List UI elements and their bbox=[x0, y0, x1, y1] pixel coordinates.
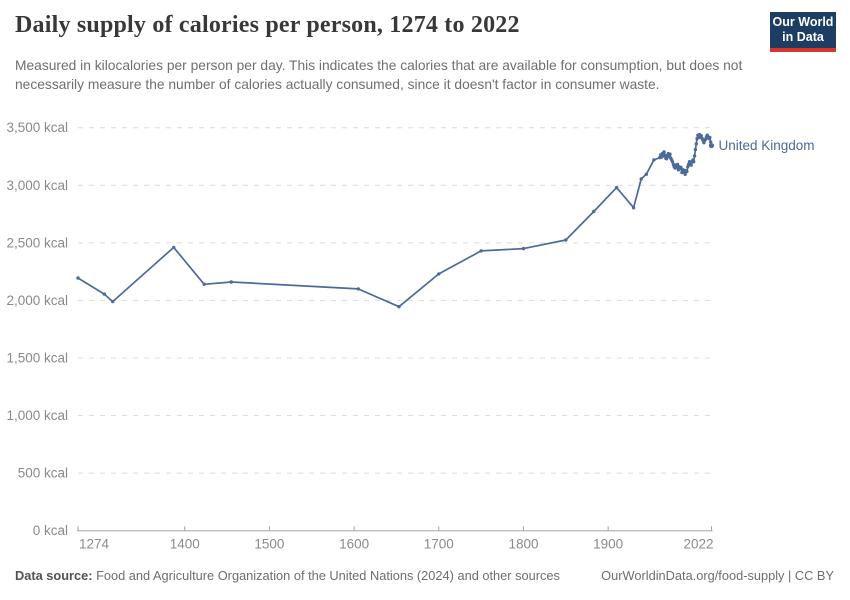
y-axis-tick-label: 3,500 kcal bbox=[6, 120, 68, 135]
y-axis-tick-label: 1,000 kcal bbox=[6, 408, 68, 423]
data-point[interactable] bbox=[639, 177, 643, 181]
data-point[interactable] bbox=[479, 249, 483, 253]
data-point[interactable] bbox=[521, 246, 526, 251]
data-source-text: Food and Agriculture Organization of the… bbox=[92, 568, 560, 583]
data-point[interactable] bbox=[692, 154, 697, 158]
data-point[interactable] bbox=[202, 282, 206, 286]
y-axis-tick-label: 0 kcal bbox=[33, 523, 68, 538]
data-point[interactable] bbox=[172, 245, 176, 250]
x-axis-tick-label: 1900 bbox=[593, 537, 623, 552]
data-point[interactable] bbox=[564, 238, 568, 242]
owid-url-license[interactable]: OurWorldinData.org/food-supply | CC BY bbox=[601, 568, 834, 583]
x-axis-tick-label: 1700 bbox=[424, 537, 454, 552]
x-axis-tick-label: 1800 bbox=[508, 537, 538, 552]
owid-logo-line1: Our World bbox=[772, 15, 834, 29]
owid-logo-line2: in Data bbox=[782, 30, 824, 44]
data-point[interactable] bbox=[356, 287, 360, 291]
y-axis-tick-label: 500 kcal bbox=[18, 466, 68, 481]
x-axis-tick-label: 1274 bbox=[79, 537, 110, 552]
x-axis-tick-label: 1500 bbox=[254, 537, 284, 552]
data-point[interactable] bbox=[689, 163, 693, 167]
data-point[interactable] bbox=[668, 152, 672, 156]
y-axis-tick-label: 2,500 kcal bbox=[6, 235, 68, 250]
data-point[interactable] bbox=[631, 206, 636, 210]
data-line[interactable] bbox=[77, 133, 713, 308]
entity-label[interactable]: United Kingdom bbox=[719, 138, 815, 153]
data-point[interactable] bbox=[685, 169, 689, 174]
data-point[interactable] bbox=[397, 305, 401, 309]
data-point[interactable] bbox=[614, 185, 619, 190]
data-point[interactable] bbox=[708, 135, 712, 140]
data-point[interactable] bbox=[693, 147, 698, 152]
x-axis-tick-label: 1600 bbox=[339, 537, 369, 552]
y-axis-tick-label: 1,500 kcal bbox=[6, 350, 68, 365]
data-point[interactable] bbox=[111, 299, 115, 304]
data-point[interactable] bbox=[670, 160, 675, 164]
data-point[interactable] bbox=[662, 150, 666, 154]
owid-logo[interactable]: Our World in Data bbox=[770, 12, 836, 52]
data-point[interactable] bbox=[683, 172, 687, 176]
data-point[interactable] bbox=[694, 142, 698, 146]
data-point[interactable] bbox=[592, 209, 596, 214]
chart-subtitle: Measured in kilocalories per person per … bbox=[15, 58, 743, 92]
data-point[interactable] bbox=[644, 172, 648, 176]
data-point[interactable] bbox=[229, 280, 233, 284]
y-axis-tick-label: 2,000 kcal bbox=[6, 293, 68, 308]
data-point[interactable] bbox=[664, 157, 669, 161]
data-point[interactable] bbox=[663, 153, 667, 157]
data-source-label: Data source: bbox=[15, 568, 93, 583]
y-axis-tick-label: 3,000 kcal bbox=[6, 178, 68, 193]
data-point[interactable] bbox=[76, 276, 80, 280]
data-point[interactable] bbox=[437, 272, 441, 276]
data-point-end[interactable] bbox=[708, 142, 715, 149]
data-source-note[interactable]: Data source: Food and Agriculture Organi… bbox=[15, 568, 560, 583]
x-axis-tick-label: 1400 bbox=[170, 537, 200, 552]
data-point[interactable] bbox=[652, 158, 656, 162]
data-point[interactable] bbox=[102, 292, 107, 296]
x-axis-tick-label: 2022 bbox=[683, 537, 713, 552]
data-point[interactable] bbox=[699, 134, 703, 138]
data-point[interactable] bbox=[692, 160, 696, 164]
page-title: Daily supply of calories per person, 127… bbox=[15, 12, 520, 38]
chart-footer: Data source: Food and Agriculture Organi… bbox=[15, 568, 834, 583]
